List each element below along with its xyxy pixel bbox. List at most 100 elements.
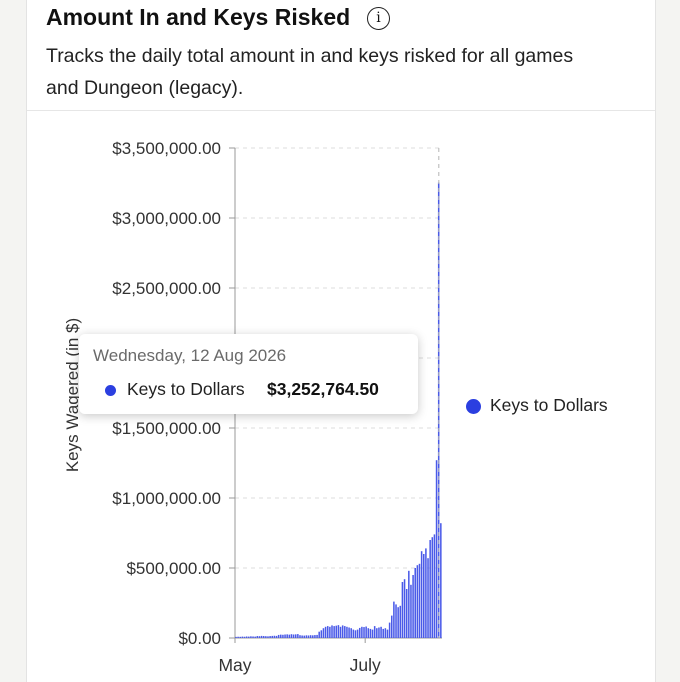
bar <box>301 635 303 638</box>
bar <box>365 626 367 638</box>
card-subtitle: Tracks the daily total amount in and key… <box>46 45 574 99</box>
y-tick-label: $1,500,000.00 <box>112 419 221 438</box>
bar <box>358 627 361 638</box>
tooltip-value: $3,252,764.50 <box>267 379 379 399</box>
bar <box>440 523 442 638</box>
tooltip-series-dot <box>105 385 116 396</box>
bar <box>388 622 391 638</box>
bar <box>410 584 412 638</box>
bar <box>380 626 382 638</box>
bar <box>309 635 312 638</box>
bar <box>369 628 372 638</box>
bar <box>277 634 280 638</box>
bar <box>254 636 256 638</box>
bar <box>284 634 286 638</box>
card-header: Amount In and Keys Risked i Tracks the d… <box>27 0 655 111</box>
bar <box>286 634 288 638</box>
bar <box>382 628 384 638</box>
bar <box>237 636 239 638</box>
bar <box>403 579 406 638</box>
bar <box>248 636 250 638</box>
bar <box>256 636 259 638</box>
bar <box>356 629 359 638</box>
bar <box>235 636 237 638</box>
bar <box>312 635 314 638</box>
bar <box>344 626 346 638</box>
bar <box>318 631 320 638</box>
y-tick-label: $500,000.00 <box>126 559 221 578</box>
info-icon[interactable]: i <box>367 7 390 30</box>
bar <box>431 537 434 638</box>
y-tick-label: $3,000,000.00 <box>112 209 221 228</box>
bar <box>316 634 318 638</box>
bar <box>292 634 295 638</box>
bar <box>429 540 431 638</box>
bar <box>405 589 408 638</box>
bar <box>243 636 246 638</box>
bar <box>433 534 436 638</box>
bar <box>297 634 299 638</box>
y-tick-label: $3,500,000.00 <box>112 139 221 158</box>
bar <box>250 636 252 638</box>
bar <box>384 628 387 638</box>
bar <box>288 634 291 638</box>
bar <box>352 629 355 638</box>
bar <box>303 635 306 638</box>
bar <box>335 625 338 638</box>
bar <box>401 582 404 638</box>
bar <box>275 635 278 638</box>
bar <box>420 551 423 638</box>
bar <box>373 626 376 638</box>
bar <box>348 627 350 638</box>
bar <box>333 626 335 638</box>
bar <box>239 636 242 638</box>
bar <box>245 636 248 638</box>
bar <box>354 630 357 638</box>
bar <box>324 626 327 638</box>
bar <box>386 629 389 638</box>
bar <box>290 634 293 638</box>
legend-label: Keys to Dollars <box>490 395 608 415</box>
y-tick-label: $2,500,000.00 <box>112 279 221 298</box>
y-tick-label: $1,000,000.00 <box>112 489 221 508</box>
bar <box>408 570 410 638</box>
chart-tooltip: Wednesday, 12 Aug 2026 Keys to Dollars $… <box>79 334 418 414</box>
bar <box>376 628 378 638</box>
bar <box>350 628 352 638</box>
bar <box>282 634 284 638</box>
legend-dot <box>466 399 481 414</box>
bar <box>331 625 333 638</box>
bar <box>412 575 414 638</box>
bar <box>427 558 429 638</box>
bar <box>280 634 282 638</box>
bar <box>395 604 397 638</box>
bar <box>363 627 365 638</box>
bar <box>418 563 421 638</box>
x-tick-label: July <box>350 655 381 675</box>
tooltip-series-label: Keys to Dollars <box>127 379 245 399</box>
bar <box>260 635 263 638</box>
bar <box>341 625 344 638</box>
bar <box>425 548 427 638</box>
y-tick-label: $0.00 <box>178 629 221 648</box>
bar <box>262 636 265 638</box>
bar <box>361 626 363 638</box>
bar <box>346 626 348 638</box>
bar <box>265 636 267 638</box>
card-title: Amount In and Keys Risked <box>46 4 351 30</box>
bar <box>337 625 340 638</box>
bar <box>320 630 323 638</box>
bar <box>414 568 416 638</box>
bar <box>241 636 244 638</box>
bar <box>314 635 316 638</box>
bar <box>367 628 370 638</box>
bar <box>378 627 380 638</box>
bar <box>339 626 342 638</box>
tooltip-date: Wednesday, 12 Aug 2026 <box>93 346 287 365</box>
bar <box>307 635 310 638</box>
x-tick-label: May <box>218 655 251 675</box>
bar <box>273 635 276 638</box>
bar <box>271 635 274 638</box>
bar <box>393 601 395 638</box>
bar <box>390 615 393 638</box>
